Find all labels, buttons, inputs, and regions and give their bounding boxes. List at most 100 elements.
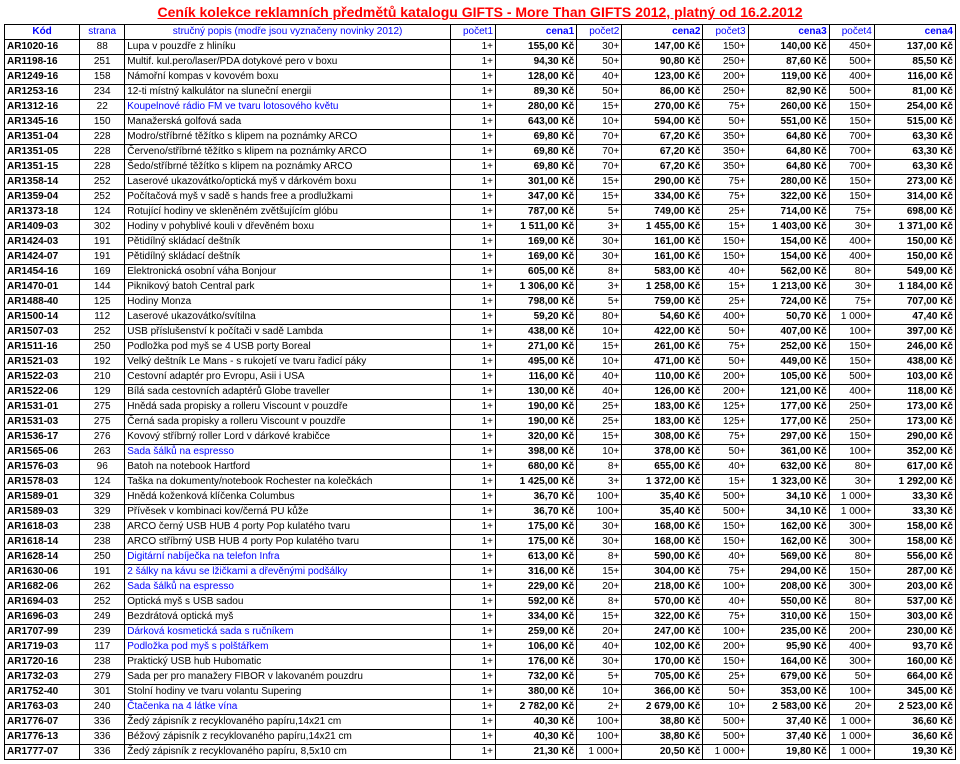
cell-q4: 300+ bbox=[829, 535, 874, 550]
cell-v2: 35,40 Kč bbox=[622, 505, 703, 520]
cell-p: 158 bbox=[80, 70, 125, 85]
cell-v3: 280,00 Kč bbox=[748, 175, 829, 190]
cell-d: Bílá sada cestovních adaptérů Globe trav… bbox=[125, 385, 451, 400]
cell-v1: 680,00 Kč bbox=[496, 460, 577, 475]
cell-c: AR1536-17 bbox=[5, 430, 80, 445]
cell-q2: 1 000+ bbox=[577, 745, 622, 760]
cell-q1: 1+ bbox=[450, 355, 495, 370]
cell-q3: 500+ bbox=[703, 730, 748, 745]
cell-v1: 495,00 Kč bbox=[496, 355, 577, 370]
cell-q1: 1+ bbox=[450, 610, 495, 625]
cell-q2: 8+ bbox=[577, 460, 622, 475]
cell-v4: 664,00 Kč bbox=[874, 670, 955, 685]
cell-v2: 126,00 Kč bbox=[622, 385, 703, 400]
cell-q3: 50+ bbox=[703, 115, 748, 130]
table-row: AR1312-1622Koupelnové rádio FM ve tvaru … bbox=[5, 100, 956, 115]
table-row: AR1351-15228Šedo/stříbrné těžítko s klip… bbox=[5, 160, 956, 175]
cell-v4: 150,00 Kč bbox=[874, 235, 955, 250]
cell-v2: 1 258,00 Kč bbox=[622, 280, 703, 295]
col-cnt4: počet4 bbox=[829, 25, 874, 40]
cell-q1: 1+ bbox=[450, 325, 495, 340]
cell-p: 252 bbox=[80, 595, 125, 610]
table-row: AR1521-03192Velký deštník Le Mans - s ru… bbox=[5, 355, 956, 370]
table-row: AR1719-03117Podložka pod myš s polštářke… bbox=[5, 640, 956, 655]
cell-q4: 250+ bbox=[829, 400, 874, 415]
table-row: AR1020-1688Lupa v pouzdře z hliníku1+155… bbox=[5, 40, 956, 55]
cell-v4: 137,00 Kč bbox=[874, 40, 955, 55]
cell-q4: 75+ bbox=[829, 205, 874, 220]
cell-q4: 80+ bbox=[829, 265, 874, 280]
cell-d: Podložka pod myš se 4 USB porty Boreal bbox=[125, 340, 451, 355]
cell-v4: 33,30 Kč bbox=[874, 505, 955, 520]
cell-q2: 20+ bbox=[577, 580, 622, 595]
cell-v3: 297,00 Kč bbox=[748, 430, 829, 445]
col-cnt2: počet2 bbox=[577, 25, 622, 40]
cell-v3: 50,70 Kč bbox=[748, 310, 829, 325]
cell-c: AR1373-18 bbox=[5, 205, 80, 220]
cell-v3: 95,90 Kč bbox=[748, 640, 829, 655]
cell-q3: 150+ bbox=[703, 250, 748, 265]
cell-v4: 33,30 Kč bbox=[874, 490, 955, 505]
cell-v4: 116,00 Kč bbox=[874, 70, 955, 85]
cell-v3: 1 403,00 Kč bbox=[748, 220, 829, 235]
cell-c: AR1507-03 bbox=[5, 325, 80, 340]
table-row: AR1776-07336Žedý zápisník z recyklovanéh… bbox=[5, 715, 956, 730]
cell-p: 275 bbox=[80, 415, 125, 430]
cell-q3: 150+ bbox=[703, 655, 748, 670]
cell-v4: 203,00 Kč bbox=[874, 580, 955, 595]
cell-p: 251 bbox=[80, 55, 125, 70]
cell-d: Manažerská golfová sada bbox=[125, 115, 451, 130]
cell-q2: 40+ bbox=[577, 385, 622, 400]
page-title: Ceník kolekce reklamních předmětů katalo… bbox=[4, 4, 956, 20]
cell-d: Velký deštník Le Mans - s rukojetí ve tv… bbox=[125, 355, 451, 370]
cell-d: Digitární nabíječka na telefon Infra bbox=[125, 550, 451, 565]
cell-c: AR1776-07 bbox=[5, 715, 80, 730]
cell-v2: 86,00 Kč bbox=[622, 85, 703, 100]
cell-p: 252 bbox=[80, 325, 125, 340]
cell-q3: 25+ bbox=[703, 670, 748, 685]
table-row: AR1522-03210Cestovní adaptér pro Evropu,… bbox=[5, 370, 956, 385]
cell-q3: 75+ bbox=[703, 100, 748, 115]
table-row: AR1409-03302Hodiny v pohyblivé kouli v d… bbox=[5, 220, 956, 235]
cell-v2: 183,00 Kč bbox=[622, 400, 703, 415]
cell-v2: 471,00 Kč bbox=[622, 355, 703, 370]
cell-q3: 100+ bbox=[703, 580, 748, 595]
cell-q3: 150+ bbox=[703, 535, 748, 550]
cell-q2: 30+ bbox=[577, 235, 622, 250]
cell-c: AR1198-16 bbox=[5, 55, 80, 70]
cell-v1: 280,00 Kč bbox=[496, 100, 577, 115]
table-row: AR1777-07336Žedý zápisník z recyklovanéh… bbox=[5, 745, 956, 760]
cell-p: 252 bbox=[80, 190, 125, 205]
cell-c: AR1351-05 bbox=[5, 145, 80, 160]
cell-v4: 254,00 Kč bbox=[874, 100, 955, 115]
cell-d: Žedý zápisník z recyklovaného papíru,14x… bbox=[125, 715, 451, 730]
cell-d: 12-ti místný kalkulátor na sluneční ener… bbox=[125, 85, 451, 100]
cell-d: Sada šálků na espresso bbox=[125, 580, 451, 595]
cell-v4: 617,00 Kč bbox=[874, 460, 955, 475]
cell-q3: 200+ bbox=[703, 370, 748, 385]
cell-v1: 155,00 Kč bbox=[496, 40, 577, 55]
cell-v4: 537,00 Kč bbox=[874, 595, 955, 610]
cell-c: AR1719-03 bbox=[5, 640, 80, 655]
col-prc1: cena1 bbox=[496, 25, 577, 40]
cell-v2: 290,00 Kč bbox=[622, 175, 703, 190]
cell-v1: 2 782,00 Kč bbox=[496, 700, 577, 715]
cell-c: AR1409-03 bbox=[5, 220, 80, 235]
cell-q1: 1+ bbox=[450, 175, 495, 190]
cell-v2: 67,20 Kč bbox=[622, 160, 703, 175]
cell-q3: 350+ bbox=[703, 130, 748, 145]
cell-q1: 1+ bbox=[450, 745, 495, 760]
cell-q2: 100+ bbox=[577, 715, 622, 730]
cell-q2: 5+ bbox=[577, 295, 622, 310]
cell-d: Modro/stříbrné těžítko s klipem na pozná… bbox=[125, 130, 451, 145]
cell-q3: 150+ bbox=[703, 235, 748, 250]
cell-q1: 1+ bbox=[450, 505, 495, 520]
cell-p: 192 bbox=[80, 355, 125, 370]
cell-v3: 1 323,00 Kč bbox=[748, 475, 829, 490]
table-row: AR1763-03240Čtačenka na 4 látke vína1+2 … bbox=[5, 700, 956, 715]
cell-v3: 164,00 Kč bbox=[748, 655, 829, 670]
table-row: AR1536-17276Kovový stříbrný roller Lord … bbox=[5, 430, 956, 445]
cell-q1: 1+ bbox=[450, 70, 495, 85]
table-row: AR1500-14112Laserové ukazovátko/svítilna… bbox=[5, 310, 956, 325]
cell-q2: 20+ bbox=[577, 625, 622, 640]
